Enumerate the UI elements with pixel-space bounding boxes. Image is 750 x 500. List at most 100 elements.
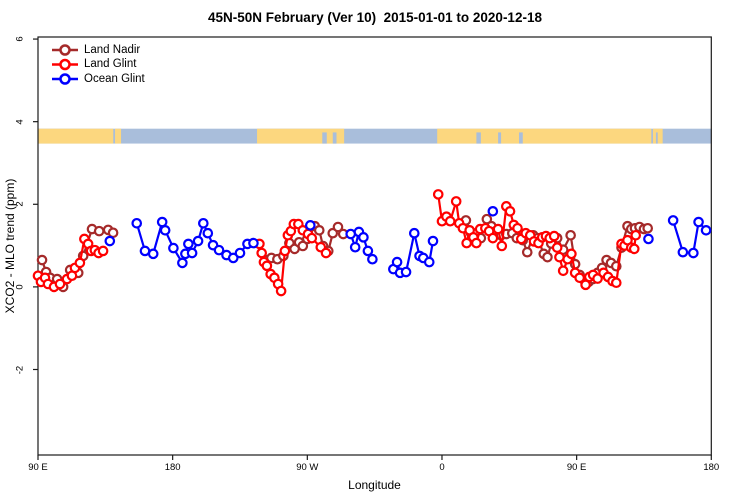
map-strip-ocean-patch	[655, 132, 658, 144]
data-point-land-nadir	[297, 240, 309, 252]
data-point-ocean-glint	[156, 216, 168, 228]
data-point-land-glint	[492, 223, 504, 235]
y-tick-label: 6	[14, 36, 26, 42]
data-point-land-nadir	[107, 227, 119, 239]
y-axis-label: XCO2 - MLO trend (ppm)	[3, 178, 17, 314]
data-point-ocean-glint	[362, 245, 374, 257]
map-strip-land-segment	[437, 128, 652, 144]
plot-border	[37, 36, 712, 456]
data-point-ocean-glint	[423, 256, 435, 268]
x-axis-label: Longitude	[348, 478, 401, 492]
data-point-ocean-glint	[186, 247, 198, 259]
map-strip-ocean-patch	[476, 132, 481, 144]
data-point-land-nadir	[542, 251, 553, 263]
data-point-land-glint	[487, 232, 499, 244]
x-tick-label: 180	[164, 462, 181, 473]
data-point-ocean-glint	[677, 246, 689, 258]
data-point-land-glint	[628, 243, 640, 255]
y-tick-label: 4	[14, 119, 26, 125]
y-tick-label: 0	[14, 284, 26, 290]
data-point-ocean-glint	[349, 241, 361, 253]
data-point-land-glint	[504, 206, 516, 217]
data-point-land-nadir	[313, 225, 325, 236]
data-point-ocean-glint	[147, 248, 159, 260]
data-point-land-glint	[574, 272, 585, 284]
data-point-land-glint	[320, 247, 332, 259]
data-point-land-glint	[450, 196, 462, 207]
data-point-ocean-glint	[168, 242, 179, 254]
map-strip-ocean-patch	[322, 132, 327, 144]
data-point-land-glint	[551, 242, 563, 253]
data-point-ocean-glint	[367, 253, 378, 265]
data-point-ocean-glint	[427, 235, 439, 247]
y-tick-label: -2	[14, 365, 26, 374]
data-point-ocean-glint	[198, 217, 209, 229]
data-point-ocean-glint	[700, 225, 712, 236]
data-point-land-glint	[256, 247, 267, 259]
data-point-land-nadir	[642, 222, 654, 234]
data-point-land-glint	[592, 273, 603, 284]
legend-marker-icon	[59, 73, 71, 85]
data-point-ocean-glint	[667, 215, 679, 226]
data-point-land-glint	[557, 265, 569, 277]
data-point-land-glint	[554, 251, 565, 263]
data-point-ocean-glint	[104, 235, 116, 247]
data-point-ocean-glint	[213, 244, 225, 256]
data-point-land-nadir	[332, 221, 344, 233]
data-point-land-glint	[496, 240, 508, 252]
data-point-ocean-glint	[131, 217, 143, 229]
map-strip-ocean-patch	[519, 132, 523, 144]
legend-label-ocean-glint: Ocean Glint	[84, 72, 145, 85]
data-point-land-glint	[512, 222, 523, 234]
data-point-ocean-glint	[693, 216, 704, 228]
data-point-ocean-glint	[688, 247, 699, 259]
x-tick-label: 180	[703, 462, 720, 473]
data-point-ocean-glint	[643, 233, 654, 245]
data-point-land-nadir	[521, 246, 533, 258]
data-point-ocean-glint	[183, 238, 194, 250]
map-strip-land-segment	[115, 128, 122, 144]
data-point-land-glint	[461, 237, 472, 249]
map-strip-land-segment	[652, 128, 663, 144]
data-point-ocean-glint	[305, 220, 316, 231]
data-point-land-glint	[432, 189, 444, 200]
map-strip-land-segment	[257, 128, 345, 144]
data-point-land-glint	[275, 285, 287, 297]
data-point-ocean-glint	[391, 256, 403, 268]
chart-title: 45N-50N February (Ver 10) 2015-01-01 to …	[208, 10, 542, 25]
map-strip-ocean-patch	[332, 132, 337, 144]
data-point-land-glint	[306, 232, 318, 244]
data-point-ocean-glint	[400, 266, 412, 278]
legend-label-land-nadir: Land Nadir	[84, 43, 141, 56]
map-strip-ocean-patch	[498, 132, 502, 144]
data-point-land-nadir	[565, 229, 576, 241]
legend-marker-icon	[59, 44, 71, 56]
data-point-ocean-glint	[227, 252, 239, 264]
x-tick-label: 90 E	[566, 462, 587, 473]
data-point-ocean-glint	[487, 206, 499, 217]
data-point-ocean-glint	[234, 247, 246, 259]
data-point-land-glint	[471, 237, 482, 249]
data-point-land-glint	[444, 215, 456, 227]
data-point-land-nadir	[36, 254, 48, 266]
data-point-ocean-glint	[345, 228, 357, 240]
data-point-ocean-glint	[248, 237, 259, 249]
map-strip-land-segment	[38, 128, 114, 144]
x-tick-label: 0	[439, 462, 445, 473]
x-tick-label: 90 W	[296, 462, 319, 473]
data-point-land-glint	[630, 229, 642, 241]
data-point-land-nadir	[93, 225, 105, 237]
y-tick-label: 2	[14, 201, 26, 207]
data-point-ocean-glint	[408, 227, 420, 239]
data-point-ocean-glint	[177, 257, 188, 269]
data-point-land-glint	[548, 230, 560, 242]
data-point-ocean-glint	[192, 235, 204, 247]
data-point-land-glint	[97, 245, 109, 257]
legend-marker-icon	[59, 58, 71, 71]
data-point-land-glint	[261, 260, 273, 272]
data-point-land-glint	[74, 257, 86, 269]
data-point-ocean-glint	[159, 225, 171, 236]
data-point-ocean-glint	[202, 227, 214, 239]
data-point-ocean-glint	[358, 232, 369, 243]
